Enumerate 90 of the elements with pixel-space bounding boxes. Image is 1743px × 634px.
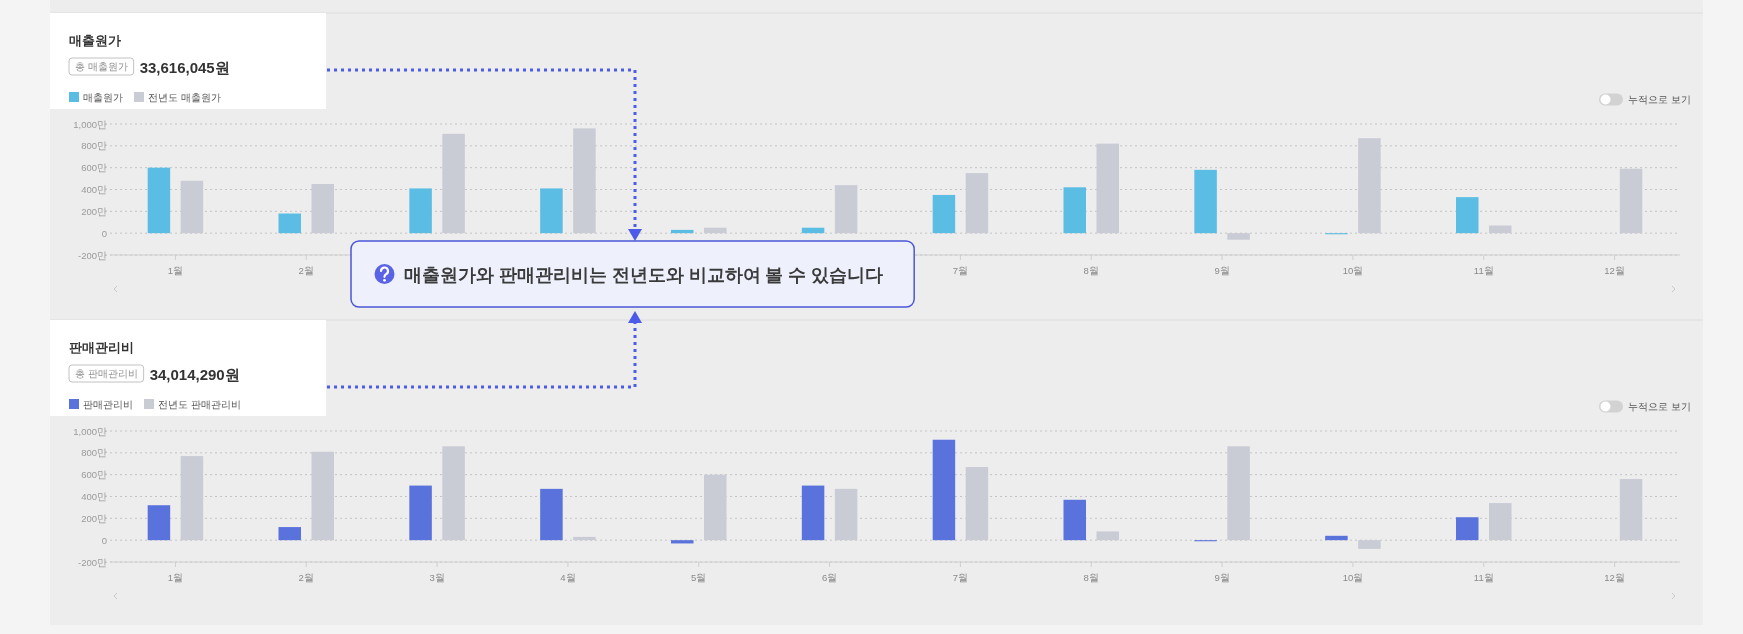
- bar: [442, 133, 465, 234]
- x-tick-label: 6월: [821, 572, 838, 583]
- x-tick-label: 9월: [1214, 572, 1230, 583]
- text: 34,014,290원: [149, 365, 240, 383]
- x-tick-label: 11월: [1473, 572, 1494, 583]
- bar: [1489, 225, 1512, 234]
- x-tick-label: 3월: [429, 572, 445, 583]
- bar: [1096, 531, 1119, 541]
- bar: [1619, 479, 1643, 541]
- y-tick-label: 600만: [81, 162, 107, 174]
- text: 33,616,045원: [139, 58, 230, 76]
- bar: [671, 540, 694, 544]
- bar: [573, 536, 596, 541]
- bar: [1358, 138, 1381, 234]
- x-tick-label: 8월: [1083, 265, 1099, 276]
- text: 총 매출원가: [75, 61, 128, 72]
- bar: [442, 446, 465, 541]
- x-tick-label: 8월: [1083, 572, 1099, 583]
- y-tick-label: 0: [101, 227, 107, 239]
- y-tick-label: 600만: [81, 469, 107, 481]
- bar: [704, 474, 727, 541]
- x-tick-label: 12월: [1604, 265, 1625, 276]
- x-tick-label: 9월: [1214, 265, 1230, 276]
- bar: [147, 505, 171, 541]
- bar: [540, 188, 563, 234]
- chart-title: 매출원가: [69, 34, 121, 48]
- x-tick-label: 1월: [167, 572, 184, 583]
- bar: [311, 451, 334, 541]
- bar: [1227, 446, 1250, 541]
- x-tick-label: 7월: [952, 572, 969, 583]
- bar: [1063, 187, 1086, 234]
- bar: [1096, 143, 1119, 234]
- bar: [278, 527, 301, 541]
- bar: [1489, 503, 1512, 541]
- y-tick-label: 200만: [81, 512, 107, 524]
- bar: [801, 485, 825, 541]
- bar: [278, 213, 301, 234]
- x-tick-label: 10월: [1342, 265, 1364, 276]
- x-tick-label: 2월: [298, 572, 314, 583]
- bar: [409, 485, 432, 541]
- x-tick-label: 11월: [1473, 265, 1494, 276]
- bar: [180, 180, 204, 234]
- text: 매출원가와 판매관리비는 전년도와 비교하여 볼 수 있습니다: [404, 265, 884, 285]
- bar: [932, 439, 956, 541]
- x-tick-label: 12월: [1604, 572, 1625, 583]
- bar: [1194, 169, 1217, 234]
- x-tick-label: 5월: [691, 572, 707, 583]
- y-tick-label: -200만: [77, 556, 107, 568]
- bar: [1619, 168, 1643, 234]
- bar: [932, 194, 956, 234]
- bar: [1456, 517, 1479, 541]
- bar: [965, 467, 989, 541]
- x-tick-label: 1월: [167, 265, 184, 276]
- legend-label: 판매관리비: [83, 398, 133, 410]
- chart-title: 판매관리비: [69, 341, 134, 355]
- y-tick-label: 0: [101, 534, 107, 546]
- legend-label: 매출원가: [83, 91, 123, 103]
- x-tick-label: 4월: [560, 572, 576, 583]
- bar: [1063, 499, 1086, 541]
- y-tick-label: 1,000만: [73, 425, 107, 437]
- bar: [1358, 540, 1381, 549]
- text: 누적으로 보기: [1628, 94, 1691, 105]
- y-tick-label: 800만: [81, 140, 107, 152]
- bar: [834, 185, 858, 234]
- text: 총 판매관리비: [75, 368, 138, 379]
- bar: [1325, 535, 1348, 541]
- bar: [834, 488, 858, 541]
- bar: [540, 488, 563, 541]
- bar: [965, 173, 989, 234]
- y-tick-label: 400만: [81, 491, 107, 502]
- bar: [671, 229, 694, 234]
- y-tick-label: -200만: [77, 249, 107, 261]
- bar: [409, 188, 432, 234]
- bar: [1456, 197, 1479, 234]
- x-tick-label: 10월: [1342, 572, 1364, 583]
- y-tick-label: 400만: [81, 184, 107, 195]
- y-tick-label: 1,000만: [73, 118, 107, 130]
- y-tick-label: 800만: [81, 447, 107, 459]
- legend-label: 전년도 매출원가: [148, 91, 221, 103]
- legend-label: 전년도 판매관리비: [158, 398, 241, 410]
- bar: [180, 456, 204, 541]
- x-tick-label: 7월: [952, 265, 969, 276]
- bar: [311, 184, 334, 234]
- bar: [1227, 233, 1250, 240]
- x-tick-label: 2월: [298, 265, 314, 276]
- bar: [147, 167, 171, 234]
- bar: [704, 227, 727, 234]
- y-tick-label: 200만: [81, 205, 107, 217]
- bar: [573, 128, 596, 234]
- text: 누적으로 보기: [1628, 401, 1691, 412]
